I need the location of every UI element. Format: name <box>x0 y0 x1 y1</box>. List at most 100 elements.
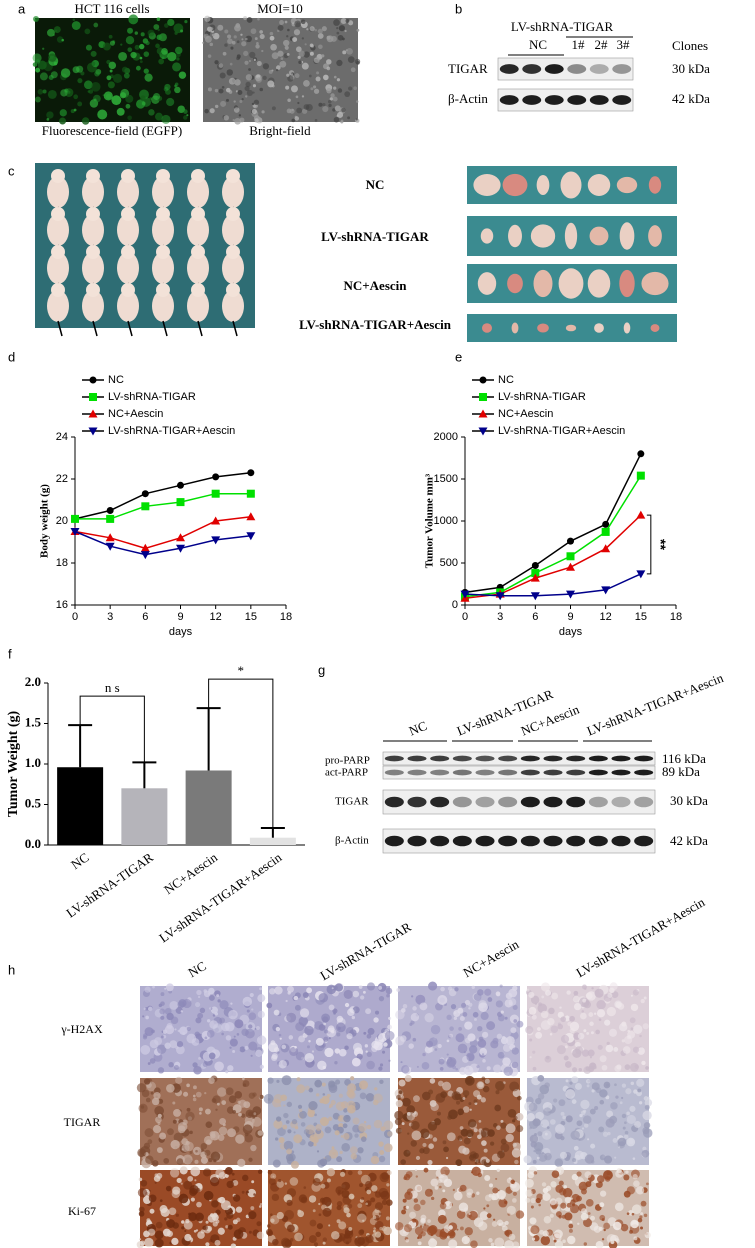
mouse-head <box>191 283 205 297</box>
texture <box>489 1183 493 1188</box>
texture <box>624 1121 627 1125</box>
texture <box>378 1033 388 1043</box>
texture <box>161 48 168 55</box>
texture <box>631 1212 635 1216</box>
texture <box>256 60 262 67</box>
texture <box>589 1056 592 1059</box>
texture <box>402 1198 407 1203</box>
texture <box>625 1170 629 1174</box>
texture <box>138 1177 143 1182</box>
texture <box>471 985 475 989</box>
texture <box>204 108 209 114</box>
texture <box>298 1035 305 1043</box>
texture <box>589 1108 596 1115</box>
texture <box>504 999 513 1008</box>
row-label: Ki-67 <box>68 1204 96 1218</box>
texture <box>322 1093 326 1096</box>
texture <box>205 1220 209 1224</box>
texture <box>330 93 335 98</box>
texture <box>622 1046 631 1054</box>
texture <box>508 1233 516 1241</box>
texture <box>193 1065 202 1075</box>
line <box>464 573 642 597</box>
band <box>520 796 540 808</box>
texture <box>310 87 314 91</box>
texture <box>601 1238 605 1241</box>
texture <box>116 107 125 116</box>
texture <box>213 1159 217 1163</box>
texture <box>159 1205 168 1214</box>
tumor <box>530 224 556 248</box>
texture <box>322 105 329 113</box>
texture <box>164 1007 172 1015</box>
texture <box>460 1226 464 1231</box>
y-tick-label: 1.0 <box>25 755 41 770</box>
texture <box>343 1114 351 1123</box>
texture <box>457 1135 463 1141</box>
texture <box>415 1155 421 1161</box>
texture <box>585 992 593 1000</box>
texture <box>555 1124 565 1134</box>
texture <box>356 28 360 32</box>
tumor <box>536 175 550 195</box>
texture <box>240 33 243 36</box>
texture <box>340 119 344 123</box>
x-tick-label: 18 <box>670 611 682 623</box>
texture <box>206 1030 215 1038</box>
texture <box>466 1192 473 1198</box>
texture <box>619 1101 623 1105</box>
marker <box>211 489 220 498</box>
texture <box>398 1090 403 1095</box>
texture <box>401 1209 407 1215</box>
texture <box>286 985 294 993</box>
band <box>588 835 608 847</box>
texture <box>186 114 189 117</box>
texture <box>198 1056 201 1060</box>
texture <box>516 1095 522 1101</box>
texture <box>447 1115 452 1120</box>
texture <box>301 95 305 98</box>
texture <box>257 1130 264 1136</box>
texture <box>439 1185 442 1189</box>
texture <box>382 1050 386 1054</box>
texture <box>621 1083 627 1088</box>
texture <box>439 1066 444 1071</box>
texture <box>285 1120 290 1124</box>
marker <box>601 544 611 553</box>
texture <box>169 1000 179 1010</box>
texture <box>380 1126 386 1132</box>
texture <box>624 1130 629 1135</box>
texture <box>218 1196 226 1204</box>
texture <box>127 27 134 34</box>
texture <box>166 97 175 107</box>
texture <box>140 32 145 37</box>
texture <box>510 1181 521 1192</box>
texture <box>448 1239 458 1248</box>
texture <box>272 1175 275 1178</box>
texture <box>267 1224 271 1228</box>
texture <box>511 1047 520 1055</box>
texture <box>575 1046 584 1055</box>
texture <box>446 1057 457 1067</box>
texture <box>595 1087 602 1094</box>
texture <box>435 1093 446 1103</box>
texture <box>553 1098 558 1103</box>
mouse-head <box>51 283 65 297</box>
texture <box>121 66 128 73</box>
texture <box>286 1101 293 1108</box>
texture <box>278 1178 282 1183</box>
texture <box>250 1206 255 1211</box>
texture <box>257 17 260 21</box>
texture <box>323 1036 329 1042</box>
texture <box>482 1085 490 1093</box>
texture <box>538 1203 541 1207</box>
texture <box>583 1218 592 1228</box>
texture <box>541 1151 545 1154</box>
texture <box>634 1064 639 1070</box>
texture <box>421 1062 430 1070</box>
texture <box>120 43 123 46</box>
texture <box>449 1033 453 1038</box>
texture <box>227 1065 234 1072</box>
texture <box>609 987 615 994</box>
